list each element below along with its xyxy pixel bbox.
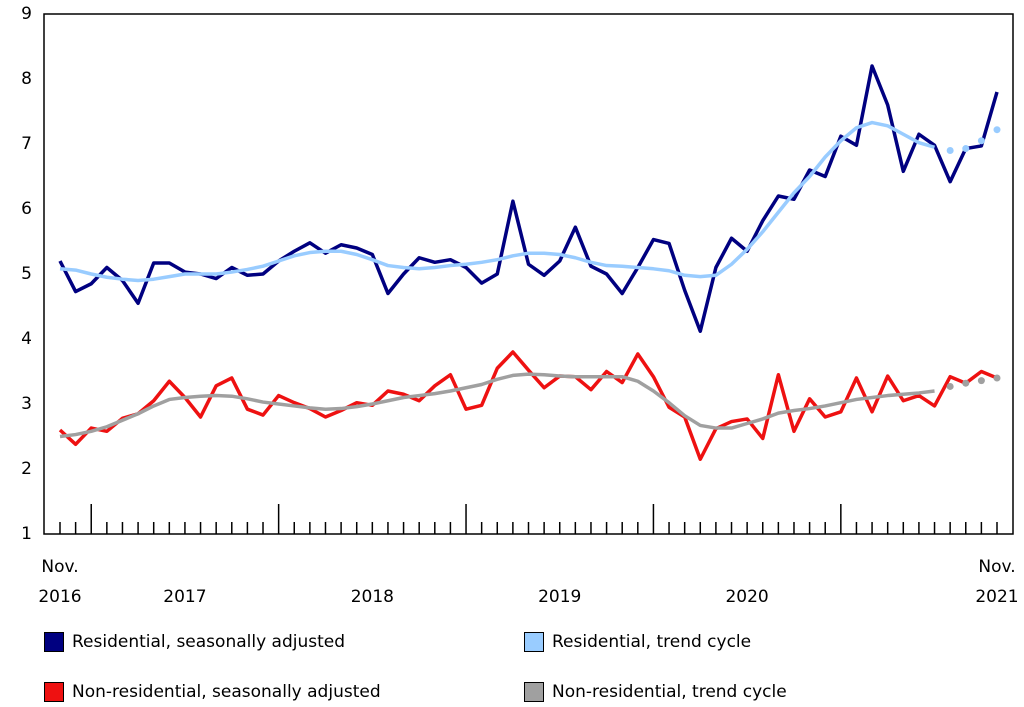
provisional-point [962, 145, 970, 153]
provisional-point [946, 147, 954, 154]
x-tick-label: 2019 [538, 587, 582, 607]
provisional-point [946, 382, 954, 390]
legend-label: Residential, trend cycle [552, 632, 752, 652]
series-line [58, 64, 999, 333]
legend-item: Residential, trend cycle [524, 632, 751, 652]
x-tick-label: 2018 [350, 587, 394, 607]
y-tick-label: 6 [21, 199, 32, 219]
series-line [59, 120, 936, 283]
provisional-point [993, 374, 1001, 382]
x-tick-label: Nov. 2021 [975, 557, 1019, 607]
legend-swatch [524, 632, 544, 652]
x-tick-label: 2017 [163, 587, 207, 607]
legend-label: Residential, seasonally adjusted [72, 632, 346, 652]
series-line [59, 372, 935, 439]
legend-swatch [44, 632, 64, 652]
y-tick-label: 9 [21, 4, 32, 24]
y-tick-label: 7 [21, 134, 32, 154]
y-tick-label: 5 [21, 264, 32, 284]
provisional-point [993, 126, 1001, 134]
legend-label: Non-residential, trend cycle [552, 682, 787, 702]
legend-swatch [524, 682, 544, 702]
legend-item: Non-residential, trend cycle [524, 682, 787, 702]
x-tick-label: 2020 [725, 587, 769, 607]
legend-swatch [44, 682, 64, 702]
provisional-point [977, 377, 985, 385]
provisional-point [977, 137, 985, 145]
x-tick-label: Nov. 2016 [38, 557, 82, 607]
y-tick-label: 3 [21, 394, 32, 414]
legend-item: Non-residential, seasonally adjusted [44, 682, 381, 702]
series-line [58, 350, 998, 461]
y-tick-label: 4 [21, 329, 32, 349]
y-tick-label: 1 [21, 524, 32, 544]
legend-item: Residential, seasonally adjusted [44, 632, 345, 652]
y-tick-label: 8 [21, 69, 32, 89]
provisional-point [962, 379, 970, 387]
y-tick-label: 2 [21, 459, 32, 479]
legend-label: Non-residential, seasonally adjusted [72, 682, 381, 702]
